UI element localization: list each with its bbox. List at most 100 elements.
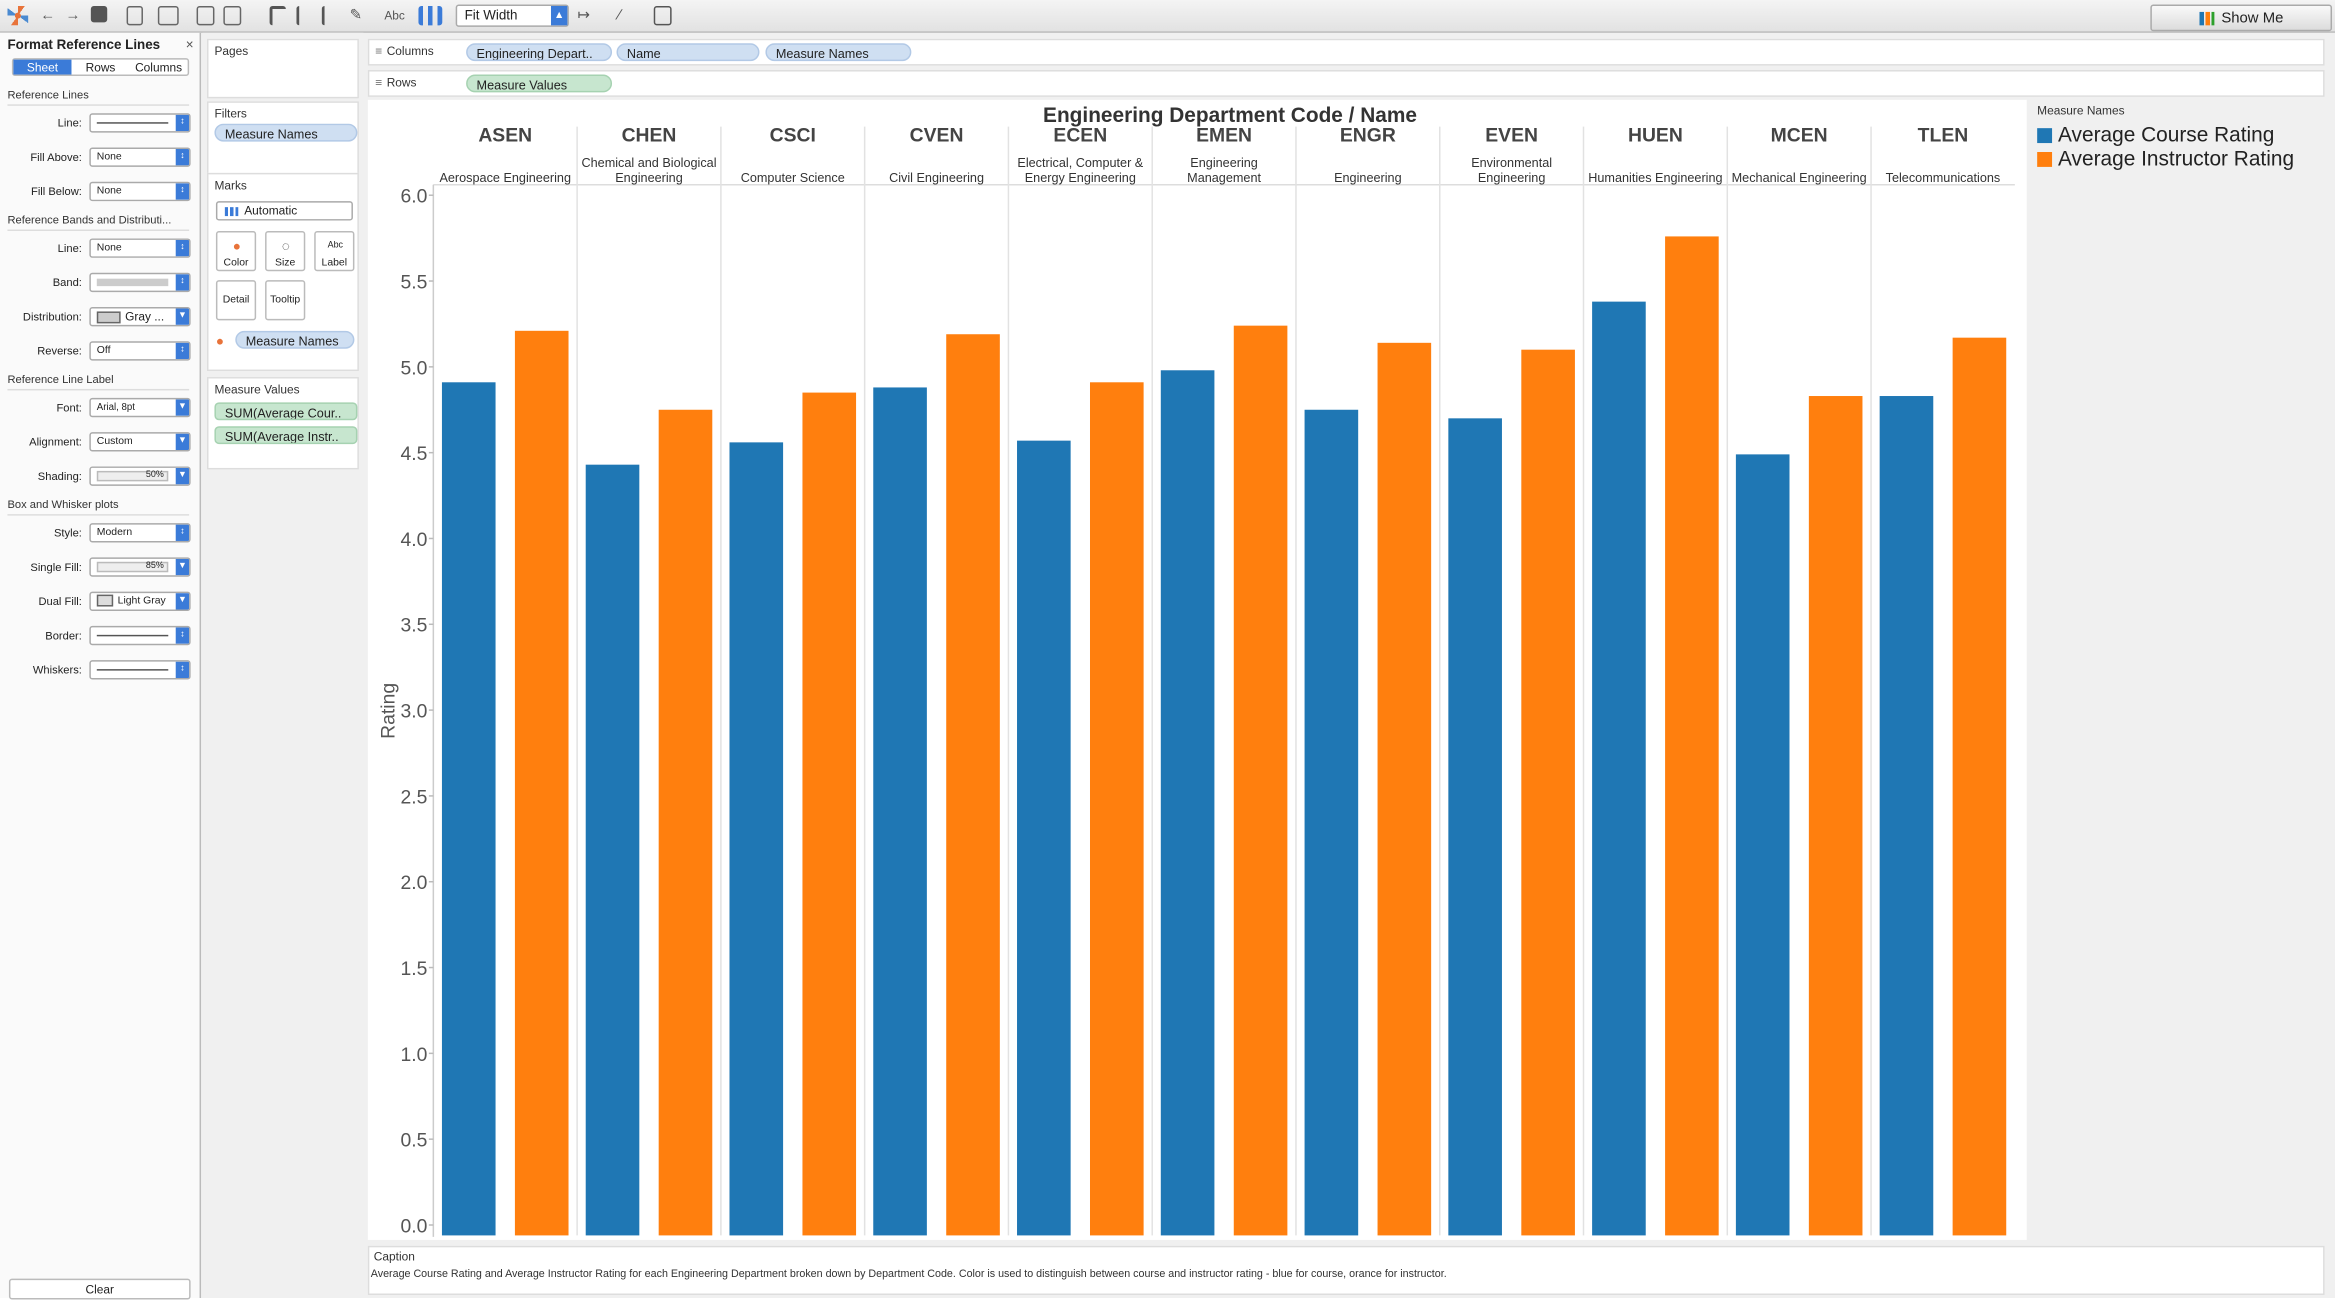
tableau-logo-icon[interactable] — [7, 5, 29, 26]
row-fill-above: Fill Above: None ↕ — [0, 147, 201, 167]
undo-icon[interactable]: ← — [40, 7, 56, 24]
line-style-select[interactable]: ↕ — [89, 113, 191, 133]
row-alignment: Alignment: Custom ▼ — [0, 432, 201, 452]
legend-item-instructor[interactable]: Average Instructor Rating — [2033, 146, 2325, 170]
mark-type-select[interactable]: Automatic — [215, 201, 353, 221]
legend-title: Measure Names — [2037, 104, 2125, 118]
bar-chart: Engineering Department Code / Name ASEN Ae… — [378, 104, 2015, 1237]
single-fill-select[interactable]: 85% ▼ — [89, 557, 191, 577]
style-select[interactable]: Modern ↕ — [89, 523, 191, 543]
bar-chart-icon — [2198, 11, 2214, 26]
font-select[interactable]: Arial, 8pt ▼ — [89, 397, 191, 418]
y-tick-label: 2.0 — [400, 872, 427, 894]
dept-name-label: Civil Engineering — [889, 171, 984, 185]
tab-sheet[interactable]: Sheet — [13, 59, 72, 75]
caption-title: Caption — [373, 1250, 415, 1264]
duplicate-sheet-icon[interactable] — [196, 5, 215, 26]
mv-pill-instructor[interactable]: SUM(Average Instr.. — [214, 426, 358, 445]
distribution-select[interactable]: Gray ... ▼ — [89, 306, 191, 327]
color-button[interactable]: ● Color — [215, 230, 257, 272]
show-me-button[interactable]: Show Me — [2150, 4, 2333, 32]
mv-pill-course[interactable]: SUM(Average Cour.. — [214, 402, 358, 421]
fill-below-select[interactable]: None ↕ — [89, 181, 191, 202]
chevron-icon: ↕ — [175, 239, 190, 257]
dept-name-label: Engineering — [615, 171, 683, 185]
color-icon: ● — [232, 238, 241, 254]
new-datasource-icon[interactable] — [126, 5, 143, 26]
row-label: Line: — [57, 116, 82, 130]
tooltip-button[interactable]: Tooltip — [265, 280, 306, 321]
color-label: Color — [223, 257, 249, 269]
dept-code-label: EVEN — [1485, 125, 1538, 147]
y-tick-label: 5.0 — [400, 357, 427, 379]
band-select[interactable]: ↕ — [89, 272, 191, 293]
dept-code-label: ENGR — [1340, 125, 1396, 147]
tab-rows[interactable]: Rows — [85, 61, 116, 75]
bar-instructor-rating — [946, 334, 1000, 1236]
clear-sheet-icon[interactable] — [223, 5, 242, 26]
label-toggle[interactable]: Abc — [384, 8, 405, 23]
size-button[interactable]: ◌ Size — [265, 230, 306, 272]
fit-select[interactable]: Fit Width ▲ — [455, 4, 569, 27]
columns-shelf[interactable]: Columns Engineering Depart.. Name Measur… — [367, 38, 2325, 66]
caption-text: Average Course Rating and Average Instru… — [370, 1266, 1447, 1281]
color-encoding-icon: ● — [215, 333, 225, 349]
swap-icon[interactable] — [269, 5, 286, 26]
save-icon[interactable] — [90, 5, 108, 23]
border-select[interactable]: ↕ — [89, 625, 191, 646]
filter-pill-measure-names[interactable]: Measure Names — [214, 123, 358, 142]
sort-descending-icon[interactable] — [321, 5, 338, 26]
label-button[interactable]: Abc Label — [314, 230, 355, 272]
row-fill-below: Fill Below: None ↕ — [0, 181, 201, 202]
card-title: Pages — [214, 44, 249, 59]
legend-label: Average Course Rating — [2058, 122, 2275, 147]
fill-above-select[interactable]: None ↕ — [89, 147, 191, 167]
dept-code-label: EMEN — [1196, 125, 1252, 147]
bar-course-rating — [441, 382, 496, 1236]
select-value: 50% — [96, 470, 169, 482]
pane-title: Format Reference Lines × — [0, 36, 200, 54]
columns-pill-measure-names[interactable]: Measure Names — [765, 43, 912, 62]
dept-code-label: CHEN — [622, 125, 677, 147]
alignment-select[interactable]: Custom ▼ — [89, 432, 191, 452]
y-tick-label: 4.0 — [400, 529, 427, 551]
select-value: Modern — [96, 527, 133, 538]
highlight-icon[interactable]: ✎ — [349, 7, 363, 24]
row-shading: Shading: 50% ▼ — [0, 466, 201, 486]
dept-name-label: Environmental — [1471, 156, 1552, 170]
shading-select[interactable]: 50% ▼ — [89, 466, 191, 486]
select-value: Arial, 8pt — [96, 402, 136, 413]
rows-pill-measure-values[interactable]: Measure Values — [466, 74, 613, 93]
y-tick-label: 6.0 — [400, 186, 427, 208]
legend: Measure Names Average Course Rating Aver… — [2032, 99, 2325, 170]
close-icon[interactable]: × — [185, 37, 194, 53]
tab-columns[interactable]: Columns — [135, 61, 183, 75]
chart-type-icon[interactable] — [418, 5, 443, 26]
pages-card[interactable]: Pages — [206, 38, 359, 99]
presentation-icon[interactable] — [653, 5, 672, 26]
columns-pill-department[interactable]: Engineering Depart.. — [466, 43, 613, 62]
columns-pill-name[interactable]: Name — [616, 43, 760, 62]
select-value: Custom — [96, 436, 133, 448]
fix-axes-icon[interactable]: ↦ — [577, 7, 590, 24]
legend-item-course[interactable]: Average Course Rating — [2033, 122, 2325, 146]
bar-instructor-rating — [1952, 337, 2007, 1236]
new-worksheet-icon[interactable] — [157, 5, 179, 26]
clear-button[interactable]: Clear — [8, 1278, 191, 1300]
sort-ascending-icon[interactable] — [296, 5, 312, 26]
redo-icon[interactable]: → — [65, 7, 81, 24]
chart-area: Engineering Department Code / Name ASEN Ae… — [367, 99, 2027, 1240]
chevron-icon: ▼ — [175, 558, 190, 576]
reverse-select[interactable]: Off ↕ — [89, 341, 191, 361]
dual-fill-select[interactable]: Light Gray ▼ — [89, 591, 191, 611]
row-single-fill: Single Fill: 85% ▼ — [0, 557, 201, 577]
band-line-select[interactable]: None ↕ — [89, 238, 191, 258]
rows-shelf[interactable]: Rows Measure Values — [367, 70, 2325, 97]
bar-instructor-rating — [1521, 349, 1575, 1236]
pen-icon[interactable]: ∕ — [618, 7, 621, 24]
detail-button[interactable]: Detail — [215, 280, 257, 321]
card-title: Filters — [214, 107, 247, 121]
marks-pill-measure-names[interactable]: Measure Names — [235, 330, 355, 349]
whiskers-select[interactable]: ↕ — [89, 660, 191, 680]
columns-label: Columns — [375, 45, 434, 60]
